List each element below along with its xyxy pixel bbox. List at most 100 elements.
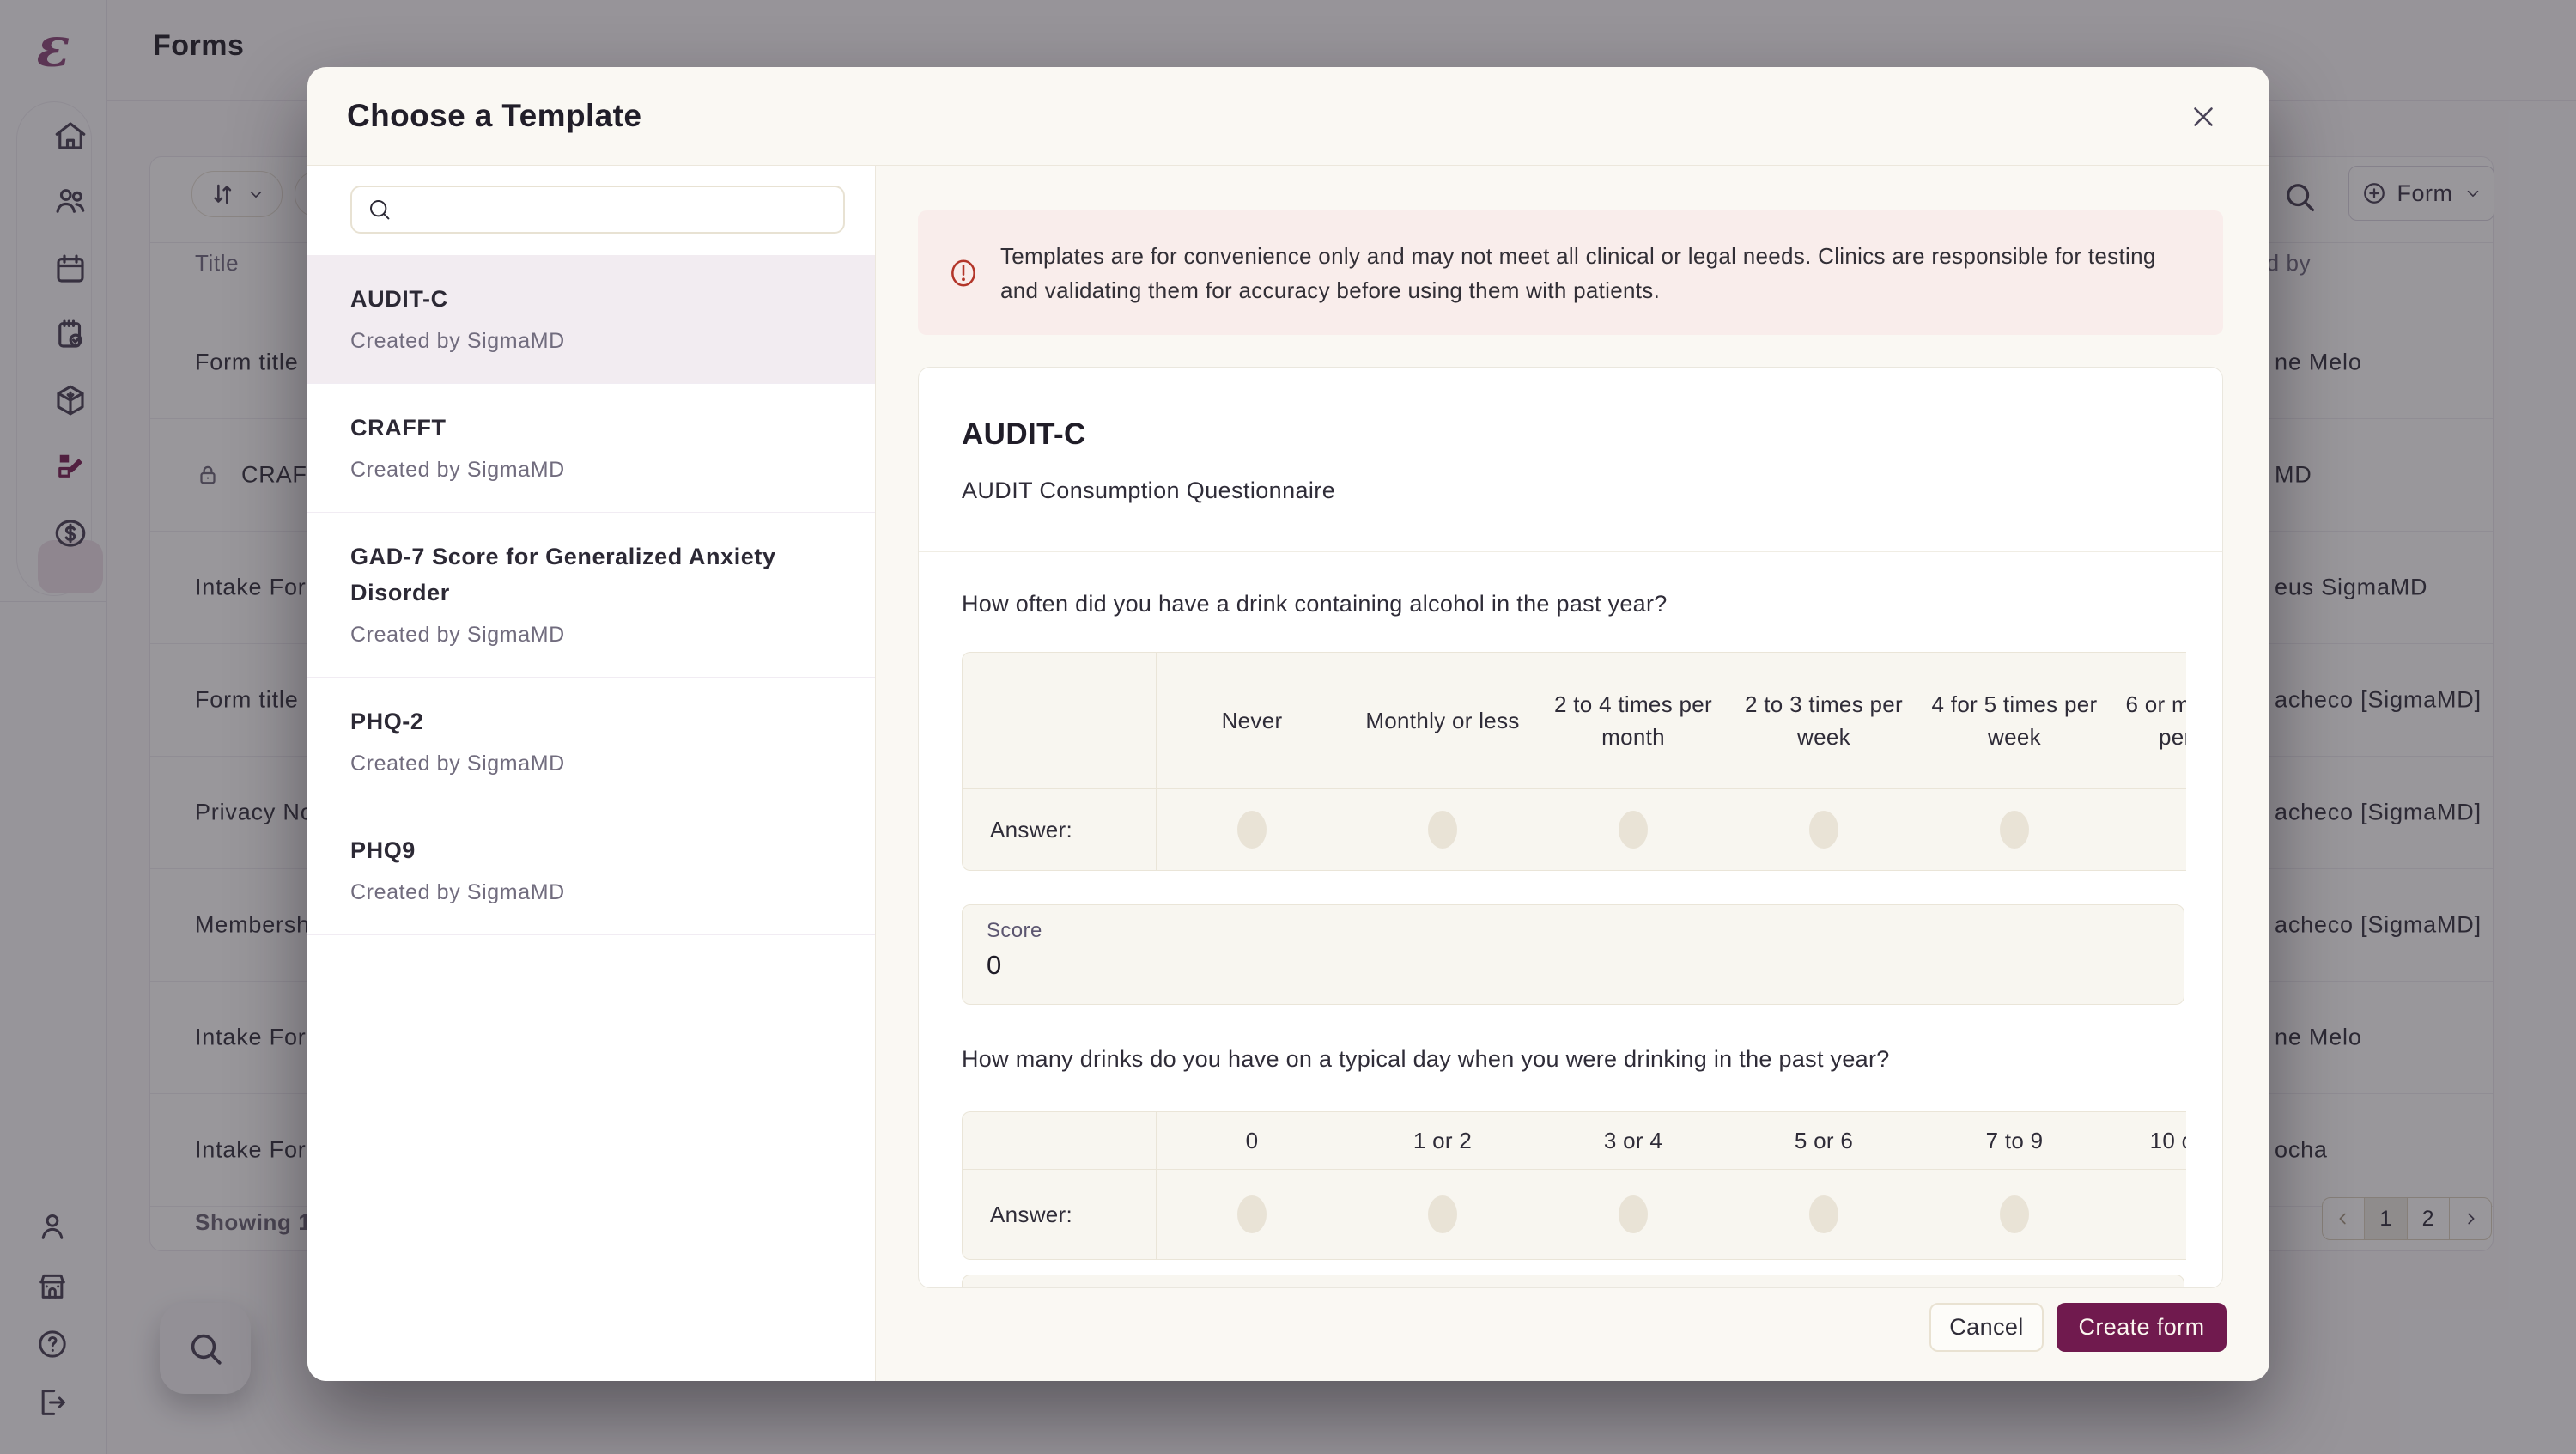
option-column-header: 10 or more (2149, 1128, 2186, 1153)
help-icon[interactable] (35, 1327, 71, 1363)
option-column-header: Never (1221, 708, 1283, 733)
column-header-title[interactable]: Title (195, 250, 240, 276)
option-column-header: 6 or more times per week (2125, 691, 2186, 750)
score-label: Score (987, 919, 1042, 942)
answer-row-label: Answer: (963, 1170, 1157, 1259)
answer-cell (1919, 1170, 2110, 1259)
row-created-by-cell: acheco [SigmaMD] (2275, 686, 2482, 713)
option-column-header: 4 for 5 times per week (1931, 691, 2098, 750)
template-name: PHQ9 (350, 837, 416, 863)
radio-button[interactable] (2000, 1195, 2029, 1233)
new-form-button[interactable]: Form (2348, 166, 2494, 221)
left-nav-rail: ε (0, 0, 107, 1454)
option-column-header: 1 or 2 (1413, 1128, 1473, 1153)
radio-button[interactable] (1428, 1195, 1457, 1233)
radio-button[interactable] (1237, 811, 1267, 849)
row-created-by-cell: acheco [SigmaMD] (2275, 911, 2482, 938)
question-1-text: How often did you have a drink containin… (962, 591, 1668, 617)
tasks-icon[interactable] (52, 316, 88, 352)
template-list-item[interactable]: GAD-7 Score for Generalized Anxiety Diso… (307, 513, 875, 678)
radio-button[interactable] (1619, 811, 1648, 849)
options-header-spacer (963, 653, 1157, 788)
warning-text: Templates are for convenience only and m… (1000, 242, 2156, 303)
nav-icon-group (16, 101, 103, 596)
close-icon[interactable] (2185, 99, 2221, 135)
row-title-cell: Intake Form (195, 1025, 326, 1051)
row-created-by-cell: MD (2275, 461, 2312, 488)
clipped-score-box (962, 1275, 2184, 1287)
radio-button[interactable] (1428, 811, 1457, 849)
template-list-item[interactable]: AUDIT-C Created by SigmaMD (307, 255, 875, 384)
calendar-icon[interactable] (52, 251, 88, 287)
app-logo[interactable]: ε (36, 15, 70, 80)
inventory-icon[interactable] (52, 382, 88, 418)
answer-cell (1728, 1170, 1919, 1259)
radio-button[interactable] (2000, 811, 2029, 849)
template-created-by: Created by SigmaMD (350, 751, 565, 776)
answer-cell (1347, 1170, 1538, 1259)
template-created-by: Created by SigmaMD (350, 329, 565, 353)
lock-icon (195, 462, 221, 488)
patients-icon[interactable] (52, 183, 88, 219)
options-header-spacer (963, 1112, 1157, 1169)
radio-button[interactable] (1619, 1195, 1648, 1233)
row-title-text: Intake Form (195, 574, 326, 600)
radio-button[interactable] (1809, 811, 1838, 849)
table-row[interactable]: Membership acheco [SigmaMD] (150, 869, 2493, 982)
create-form-button[interactable]: Create form (2057, 1303, 2227, 1352)
template-preview-card: AUDIT-C AUDIT Consumption Questionnaire … (918, 367, 2223, 1288)
row-title-text: Privacy Noti (195, 799, 327, 825)
row-created-by-cell: ocha (2275, 1136, 2328, 1163)
modal-title: Choose a Template (347, 98, 642, 133)
row-title-text: Form title (195, 349, 299, 375)
pagination-prev[interactable] (2323, 1198, 2364, 1239)
row-title-cell: Form title (195, 350, 299, 376)
answer-cell (1157, 789, 1347, 870)
choose-template-modal: Choose a Template AUDIT-C Created by Sigm… (307, 67, 2269, 1381)
answer-cell (1919, 789, 2110, 870)
table-search-icon[interactable] (2281, 178, 2318, 216)
row-title-text: Membership (195, 911, 330, 938)
pagination-page-1[interactable]: 1 (2364, 1198, 2407, 1239)
clinic-icon[interactable] (35, 1268, 71, 1305)
logout-icon[interactable] (35, 1385, 71, 1421)
radio-button[interactable] (1237, 1195, 1267, 1233)
template-list-item[interactable]: CRAFFT Created by SigmaMD (307, 384, 875, 513)
question-1-options-table: Never Monthly or less 2 to 4 times per mon… (962, 652, 2186, 871)
template-list-item[interactable]: PHQ9 Created by SigmaMD (307, 806, 875, 935)
pagination-next[interactable] (2448, 1198, 2491, 1239)
option-column-header: 5 or 6 (1794, 1128, 1854, 1153)
radio-button[interactable] (1809, 1195, 1838, 1233)
rail-divider (0, 601, 106, 602)
row-created-by-cell: ne Melo (2275, 1024, 2362, 1050)
billing-icon[interactable] (52, 515, 88, 551)
profile-icon[interactable] (35, 1209, 71, 1245)
template-list-panel: AUDIT-C Created by SigmaMD CRAFFT Created b… (307, 166, 876, 1381)
pagination-page-2[interactable]: 2 (2406, 1198, 2449, 1239)
score-box: Score 0 (962, 904, 2184, 1005)
answer-cell (1157, 1170, 1347, 1259)
new-form-button-label: Form (2397, 179, 2453, 206)
template-created-by: Created by SigmaMD (350, 458, 565, 482)
template-search-input[interactable] (393, 192, 843, 228)
row-title-text: Form title (195, 686, 299, 713)
answer-row-label: Answer: (963, 789, 1157, 870)
answer-cell (1538, 789, 1728, 870)
cancel-button[interactable]: Cancel (1929, 1303, 2044, 1352)
home-icon[interactable] (52, 118, 88, 154)
template-list-item[interactable]: PHQ-2 Created by SigmaMD (307, 678, 875, 806)
row-created-by-cell: ne Melo (2275, 349, 2362, 375)
sort-button[interactable] (191, 171, 283, 217)
template-search-field[interactable] (350, 186, 845, 234)
modal-header-divider (307, 165, 2269, 166)
option-column-header: 2 to 3 times per week (1745, 691, 1903, 750)
forms-icon[interactable] (52, 447, 88, 484)
template-created-by: Created by SigmaMD (350, 623, 565, 647)
floating-search-button[interactable] (160, 1303, 251, 1394)
question-2-text: How many drinks do you have on a typical… (962, 1046, 1890, 1072)
option-column-header: 0 (1245, 1128, 1259, 1153)
row-title-text: Intake Form (195, 1136, 326, 1163)
row-title-cell: Intake Form (195, 575, 326, 601)
preview-divider (919, 551, 2222, 552)
